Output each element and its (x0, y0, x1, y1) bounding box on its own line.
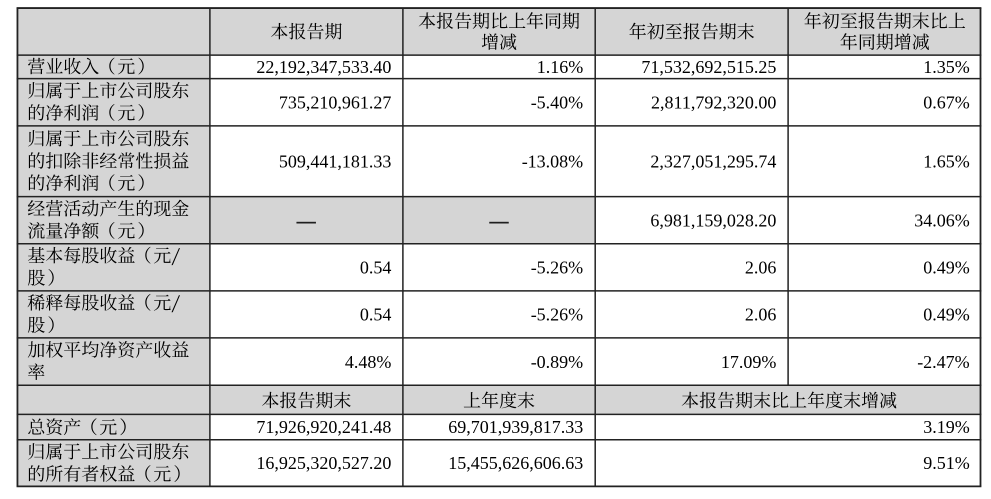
svg-text:16,925,320,527.20: 16,925,320,527.20 (256, 453, 391, 473)
svg-text:69,701,939,817.33: 69,701,939,817.33 (448, 417, 583, 437)
svg-text:-2.47%: -2.47% (917, 352, 970, 372)
svg-text:9.51%: 9.51% (923, 453, 970, 473)
svg-text:-5.40%: -5.40% (531, 93, 584, 113)
svg-text:1.65%: 1.65% (923, 151, 970, 171)
svg-text:2.06: 2.06 (745, 305, 777, 325)
svg-text:509,441,181.33: 509,441,181.33 (279, 151, 392, 171)
svg-text:0.49%: 0.49% (923, 258, 970, 278)
svg-text:22,192,347,533.40: 22,192,347,533.40 (256, 57, 391, 77)
svg-text:-0.89%: -0.89% (531, 352, 584, 372)
svg-text:17.09%: 17.09% (721, 352, 777, 372)
svg-text:34.06%: 34.06% (914, 210, 970, 230)
svg-text:2.06: 2.06 (745, 258, 777, 278)
svg-text:4.48%: 4.48% (345, 352, 392, 372)
svg-text:2,811,792,320.00: 2,811,792,320.00 (651, 93, 776, 113)
svg-text:0.54: 0.54 (360, 258, 392, 278)
svg-text:-5.26%: -5.26% (531, 258, 584, 278)
svg-text:-5.26%: -5.26% (531, 305, 584, 325)
svg-text:0.49%: 0.49% (923, 305, 970, 325)
svg-text:1.16%: 1.16% (537, 57, 584, 77)
svg-text:6,981,159,028.20: 6,981,159,028.20 (650, 210, 776, 230)
svg-text:-13.08%: -13.08% (522, 151, 584, 171)
svg-text:1.35%: 1.35% (923, 57, 970, 77)
svg-text:71,926,920,241.48: 71,926,920,241.48 (256, 417, 391, 437)
svg-text:735,210,961.27: 735,210,961.27 (279, 93, 392, 113)
svg-text:0.54: 0.54 (360, 305, 392, 325)
svg-text:2,327,051,295.74: 2,327,051,295.74 (650, 151, 776, 171)
svg-text:3.19%: 3.19% (923, 417, 970, 437)
svg-text:15,455,626,606.63: 15,455,626,606.63 (448, 453, 583, 473)
svg-text:0.67%: 0.67% (923, 93, 970, 113)
svg-text:71,532,692,515.25: 71,532,692,515.25 (641, 57, 776, 77)
